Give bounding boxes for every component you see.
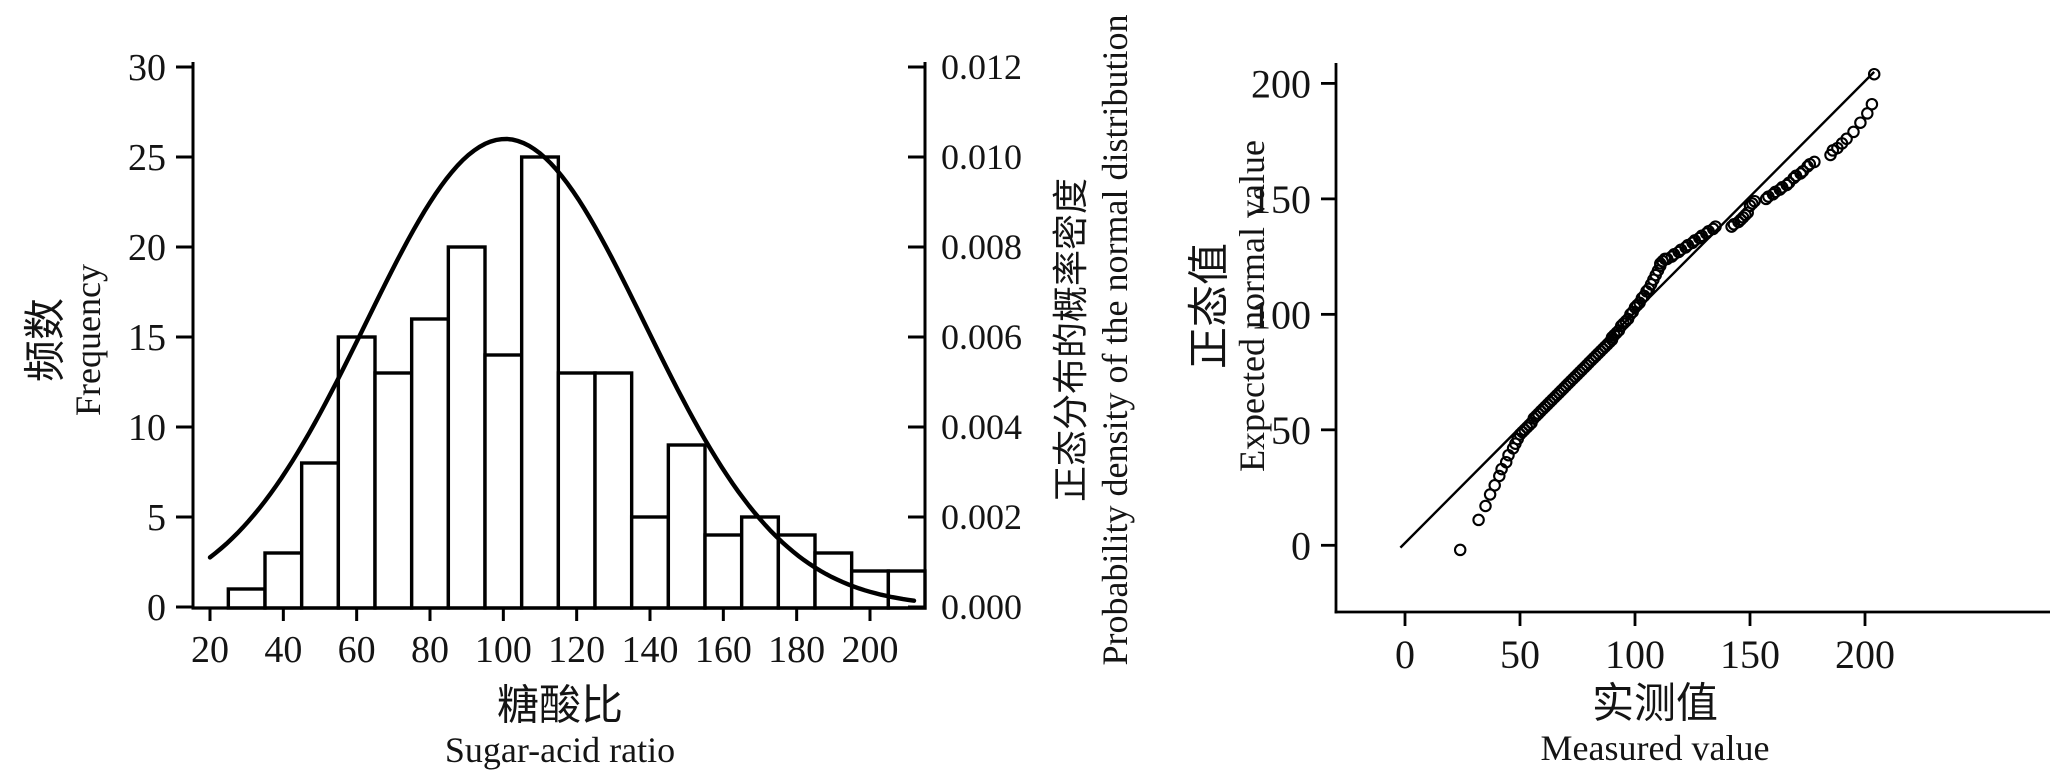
- hist-right-y-tick-label: 0.008: [941, 227, 1022, 267]
- hist-x-tick-label: 140: [622, 629, 679, 671]
- hist-y-axis-title-zh: 频数: [23, 297, 70, 383]
- hist-right-y-tick-label: 0.010: [941, 137, 1022, 177]
- hist-right-y-tick-label: 0.002: [941, 497, 1022, 537]
- qq-point: [1865, 97, 1879, 111]
- histogram-bar: [409, 317, 451, 610]
- hist-x-tick-label: 40: [264, 629, 302, 671]
- qq-x-tick-label: 0: [1395, 632, 1415, 677]
- hist-x-axis-title-en: Sugar-acid ratio: [444, 730, 676, 770]
- hist-x-tick-label: 20: [191, 629, 229, 671]
- qq-x-tick-label: 100: [1605, 632, 1665, 677]
- qq-point: [1854, 116, 1867, 129]
- hist-y-axis-title-en: Frequency: [68, 264, 108, 416]
- histogram-bar: [336, 335, 377, 610]
- qq-point: [1847, 125, 1860, 139]
- qq-x-tick-label: 50: [1500, 632, 1540, 677]
- qq-point: [1709, 220, 1722, 233]
- hist-x-tick-label: 160: [695, 629, 752, 671]
- hist-x-tick-label: 180: [768, 629, 825, 671]
- hist-right-y-tick-label: 0.006: [941, 317, 1022, 357]
- histogram-chart: 0 5 10 15 20 25 30 0.000 0.002 0.004 0.006 0.008 0.0…: [128, 47, 1022, 671]
- hist-left-y-tick-label: 15: [128, 317, 166, 359]
- histogram-bar: [299, 461, 341, 610]
- histogram-bar: [483, 353, 524, 610]
- qq-x-axis-title-zh: 实测值: [1591, 681, 1719, 728]
- qq-point: [1780, 178, 1794, 192]
- hist-left-y-tick-label: 10: [128, 407, 166, 449]
- hist-x-tick-label: 80: [411, 629, 449, 671]
- qq-y-tick-label: 100: [1251, 292, 1311, 337]
- qq-point: [1493, 469, 1506, 483]
- qq-y-tick-label: 200: [1251, 61, 1311, 106]
- hist-right-y-tick-label: 0.004: [941, 407, 1022, 447]
- hist-left-y-tick-label: 30: [128, 47, 166, 89]
- qq-y-tick-label: 150: [1251, 177, 1311, 222]
- histogram-bar: [703, 533, 744, 610]
- hist-right-y-axis-title-en: Probability density of the normal distri…: [1095, 14, 1135, 666]
- histogram-bar: [263, 551, 304, 610]
- histogram-bar: [556, 371, 597, 610]
- qq-y-tick-label: 50: [1271, 408, 1311, 453]
- hist-x-tick-label: 120: [548, 629, 605, 671]
- hist-right-y-tick-label: 0.000: [941, 587, 1022, 627]
- hist-left-y-tick-label: 20: [128, 227, 166, 269]
- histogram-bar: [666, 443, 707, 610]
- qq-plot-chart: 0 50 100 150 200 0 50 100 150 200: [1251, 61, 2050, 677]
- qq-point: [1840, 132, 1853, 146]
- qq-point: [1794, 167, 1807, 180]
- qq-point: [1808, 155, 1821, 169]
- qq-x-tick-label: 150: [1720, 632, 1780, 677]
- histogram-bar: [226, 587, 267, 610]
- histogram-bar: [593, 371, 634, 610]
- histogram-bar: [813, 551, 854, 610]
- hist-x-tick-label: 200: [842, 629, 899, 671]
- qq-point: [1479, 499, 1492, 513]
- qq-point: [1472, 513, 1485, 527]
- qq-point: [1706, 222, 1720, 236]
- qq-x-axis-title-en: Measured value: [1540, 728, 1770, 768]
- hist-x-axis-title-zh: 糖酸比: [496, 683, 624, 730]
- qq-point: [1746, 197, 1759, 210]
- hist-left-y-tick-label: 5: [147, 497, 166, 539]
- histogram-bar: [519, 155, 561, 610]
- histogram-bar: [446, 245, 487, 610]
- histogram-bar: [373, 371, 414, 610]
- qq-y-axis-title-en: Expected normal value: [1232, 140, 1272, 472]
- hist-left-y-tick-label: 25: [128, 137, 166, 179]
- qq-y-axis-title-zh: 正态值: [1187, 242, 1234, 370]
- histogram-bar: [886, 569, 927, 610]
- qq-x-tick-label: 200: [1835, 632, 1895, 677]
- normal-curve: [207, 136, 917, 603]
- histogram-bar: [629, 515, 671, 610]
- hist-right-y-tick-label: 0.012: [941, 47, 1022, 87]
- qq-point: [1453, 543, 1467, 557]
- hist-x-tick-label: 100: [475, 629, 532, 671]
- hist-x-tick-label: 60: [338, 629, 376, 671]
- hist-left-y-tick-label: 0: [147, 587, 166, 629]
- hist-right-y-axis-title-zh: 正态分布的概率密度: [1051, 177, 1091, 503]
- qq-point: [1748, 194, 1761, 208]
- qq-y-tick-label: 0: [1291, 523, 1311, 568]
- qq-point: [1867, 67, 1881, 81]
- qq-point: [1499, 455, 1513, 469]
